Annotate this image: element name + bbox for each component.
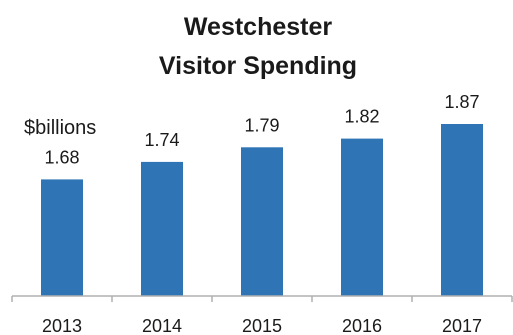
chart-title-line-1: Westchester: [184, 13, 332, 41]
bar-2013: [41, 179, 83, 296]
bar-2015: [241, 147, 283, 296]
bars-group: [41, 124, 483, 296]
x-tick-label-2014: 2014: [142, 316, 182, 335]
x-tick-labels-group: 2013 2014 2015 2016 2017: [42, 316, 482, 335]
x-tick-label-2015: 2015: [242, 316, 282, 335]
x-tick-label-2016: 2016: [342, 316, 382, 335]
chart-title-line-2: Visitor Spending: [159, 52, 357, 80]
bar-2017: [441, 124, 483, 296]
unit-label: $billions: [24, 117, 96, 139]
data-label-2014: 1.74: [144, 130, 179, 150]
data-label-2017: 1.87: [444, 92, 479, 112]
data-label-2016: 1.82: [344, 107, 379, 127]
x-tick-label-2017: 2017: [442, 316, 482, 335]
x-axis: [11, 295, 513, 302]
data-label-2013: 1.68: [44, 147, 79, 167]
bar-2016: [341, 138, 383, 296]
data-labels-group: 1.68 1.74 1.79 1.82 1.87: [44, 92, 479, 167]
bar-2014: [141, 161, 183, 296]
data-label-2015: 1.79: [244, 115, 279, 135]
x-tick-label-2013: 2013: [42, 316, 82, 335]
